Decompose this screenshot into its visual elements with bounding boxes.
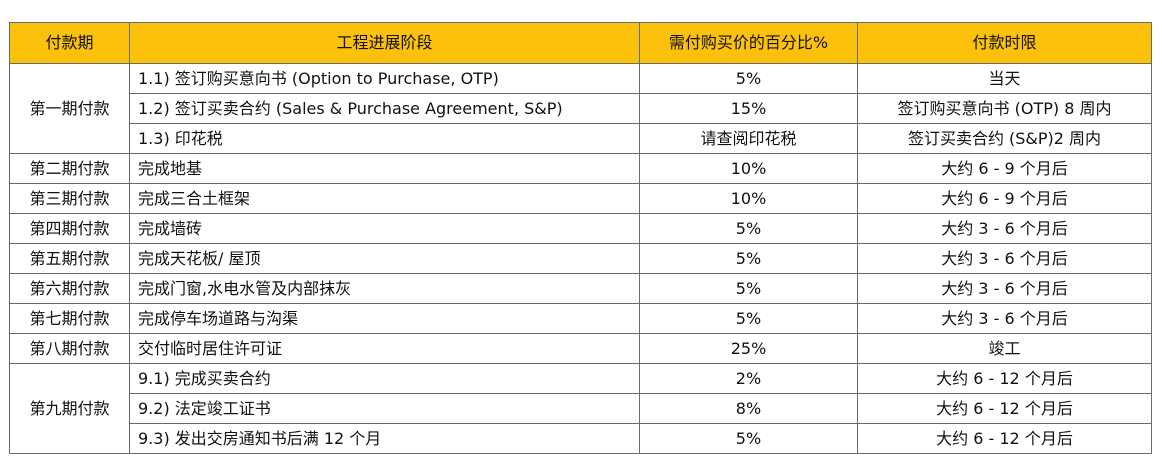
percent-cell: 5% bbox=[639, 213, 858, 244]
percent-cell: 5% bbox=[639, 63, 858, 94]
percent-cell: 5% bbox=[639, 243, 858, 274]
stage-cell: 1.3) 印花税 bbox=[129, 123, 640, 154]
stage-cell: 交付临时居住许可证 bbox=[129, 333, 640, 364]
table-row: 1.2) 签订买卖合约 (Sales & Purchase Agreement,… bbox=[10, 93, 1152, 124]
payment-period-cell: 第四期付款 bbox=[9, 213, 130, 244]
payment-period-cell: 第八期付款 bbox=[9, 333, 130, 364]
deadline-cell: 大约 3 - 6 个月后 bbox=[857, 303, 1152, 334]
stage-cell: 完成墙砖 bbox=[129, 213, 640, 244]
percent-cell: 请查阅印花税 bbox=[639, 123, 858, 154]
table-row: 第四期付款 完成墙砖 5% 大约 3 - 6 个月后 bbox=[9, 213, 1152, 244]
table-row: 9.3) 发出交房通知书后满 12 个月 5% 大约 6 - 12 个月后 bbox=[10, 423, 1152, 454]
table-row: 第二期付款 完成地基 10% 大约 6 - 9 个月后 bbox=[9, 153, 1152, 184]
table-row: 1.3) 印花税 请查阅印花税 签订买卖合约 (S&P)2 周内 bbox=[10, 123, 1152, 154]
stage-cell: 完成停车场道路与沟渠 bbox=[129, 303, 640, 334]
deadline-cell: 签订买卖合约 (S&P)2 周内 bbox=[857, 123, 1152, 154]
header-payment-period: 付款期 bbox=[9, 22, 130, 64]
table-row: 第九期付款 9.1) 完成买卖合约 2% 大约 6 - 12 个月后 bbox=[9, 363, 1152, 454]
table-row: 第三期付款 完成三合土框架 10% 大约 6 - 9 个月后 bbox=[9, 183, 1152, 214]
payment-schedule-table: 付款期 工程进展阶段 需付购买价的百分比% 付款时限 第一期付款 1.1) 签订购… bbox=[9, 22, 1152, 454]
deadline-cell: 当天 bbox=[857, 63, 1152, 94]
stage-cell: 1.2) 签订买卖合约 (Sales & Purchase Agreement,… bbox=[129, 93, 640, 124]
deadline-cell: 大约 3 - 6 个月后 bbox=[857, 273, 1152, 304]
percent-cell: 5% bbox=[639, 423, 858, 454]
payment-period-cell: 第二期付款 bbox=[9, 153, 130, 184]
stage-cell: 9.2) 法定竣工证书 bbox=[129, 393, 640, 424]
percent-cell: 10% bbox=[639, 183, 858, 214]
stage-cell: 完成地基 bbox=[129, 153, 640, 184]
table-row: 第七期付款 完成停车场道路与沟渠 5% 大约 3 - 6 个月后 bbox=[9, 303, 1152, 334]
payment-period-cell: 第九期付款 bbox=[9, 363, 130, 454]
stage-cell: 完成三合土框架 bbox=[129, 183, 640, 214]
header-construction-stage: 工程进展阶段 bbox=[129, 22, 640, 64]
deadline-cell: 大约 6 - 12 个月后 bbox=[857, 423, 1152, 454]
table-row: 第六期付款 完成门窗,水电水管及内部抹灰 5% 大约 3 - 6 个月后 bbox=[9, 273, 1152, 304]
percent-cell: 25% bbox=[639, 333, 858, 364]
table-body: 第一期付款 1.1) 签订购买意向书 (Option to Purchase, O… bbox=[9, 63, 1152, 454]
percent-cell: 15% bbox=[639, 93, 858, 124]
deadline-cell: 大约 3 - 6 个月后 bbox=[857, 243, 1152, 274]
table-row: 第五期付款 完成天花板/ 屋顶 5% 大约 3 - 6 个月后 bbox=[9, 243, 1152, 274]
payment-period-cell: 第一期付款 bbox=[9, 63, 130, 154]
payment-period-cell: 第三期付款 bbox=[9, 183, 130, 214]
table-row: 第一期付款 1.1) 签订购买意向书 (Option to Purchase, O… bbox=[9, 63, 1152, 154]
header-percentage: 需付购买价的百分比% bbox=[639, 22, 858, 64]
table-row: 9.2) 法定竣工证书 8% 大约 6 - 12 个月后 bbox=[10, 393, 1152, 424]
deadline-cell: 大约 6 - 12 个月后 bbox=[857, 393, 1152, 424]
stage-cell: 完成天花板/ 屋顶 bbox=[129, 243, 640, 274]
percent-cell: 5% bbox=[639, 303, 858, 334]
table-row: 第八期付款 交付临时居住许可证 25% 竣工 bbox=[9, 333, 1152, 364]
percent-cell: 5% bbox=[639, 273, 858, 304]
deadline-cell: 签订购买意向书 (OTP) 8 周内 bbox=[857, 93, 1152, 124]
payment-period-cell: 第五期付款 bbox=[9, 243, 130, 274]
stage-cell: 1.1) 签订购买意向书 (Option to Purchase, OTP) bbox=[129, 63, 640, 94]
percent-cell: 8% bbox=[639, 393, 858, 424]
stage-cell: 完成门窗,水电水管及内部抹灰 bbox=[129, 273, 640, 304]
deadline-cell: 大约 6 - 9 个月后 bbox=[857, 153, 1152, 184]
stage-cell: 9.1) 完成买卖合约 bbox=[129, 363, 640, 394]
payment-period-cell: 第六期付款 bbox=[9, 273, 130, 304]
deadline-cell: 大约 6 - 9 个月后 bbox=[857, 183, 1152, 214]
stage-cell: 9.3) 发出交房通知书后满 12 个月 bbox=[129, 423, 640, 454]
deadline-cell: 大约 3 - 6 个月后 bbox=[857, 213, 1152, 244]
header-deadline: 付款时限 bbox=[857, 22, 1152, 64]
percent-cell: 10% bbox=[639, 153, 858, 184]
deadline-cell: 大约 6 - 12 个月后 bbox=[857, 363, 1152, 394]
header-row: 付款期 工程进展阶段 需付购买价的百分比% 付款时限 bbox=[9, 22, 1152, 64]
table-header: 付款期 工程进展阶段 需付购买价的百分比% 付款时限 bbox=[9, 22, 1152, 64]
deadline-cell: 竣工 bbox=[857, 333, 1152, 364]
percent-cell: 2% bbox=[639, 363, 858, 394]
payment-period-cell: 第七期付款 bbox=[9, 303, 130, 334]
